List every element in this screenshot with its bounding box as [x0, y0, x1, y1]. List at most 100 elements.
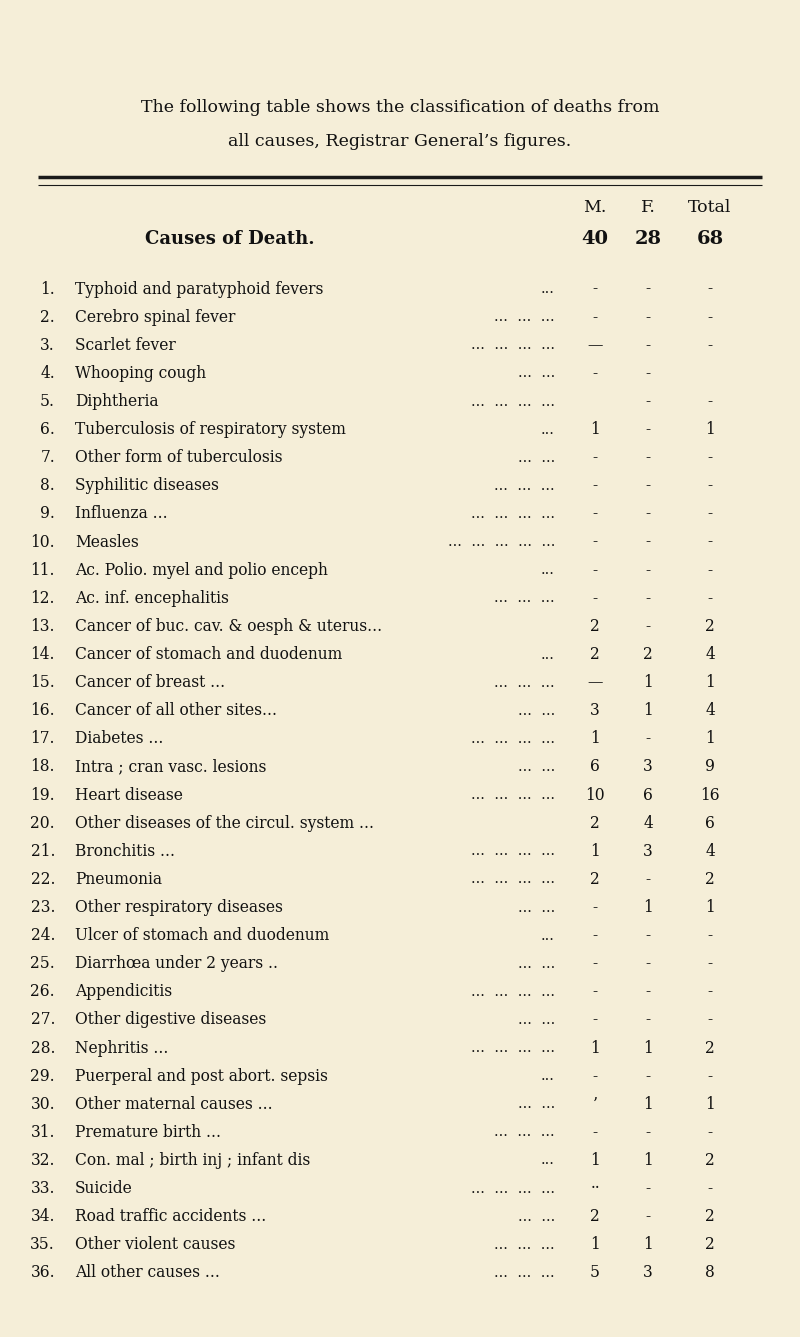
Text: Cancer of breast ...: Cancer of breast ... — [75, 674, 225, 691]
Text: ...  ...: ... ... — [518, 957, 555, 971]
Text: ’: ’ — [593, 1096, 598, 1112]
Text: 1: 1 — [705, 730, 715, 747]
Text: 2: 2 — [705, 1152, 715, 1169]
Text: ...: ... — [541, 422, 555, 437]
Text: ...  ...: ... ... — [518, 901, 555, 915]
Text: ...  ...  ...: ... ... ... — [494, 1126, 555, 1139]
Text: ...  ...: ... ... — [518, 1098, 555, 1111]
Text: Ac. inf. encephalitis: Ac. inf. encephalitis — [75, 590, 229, 607]
Text: -: - — [646, 1068, 650, 1084]
Text: 2: 2 — [643, 646, 653, 663]
Text: -: - — [593, 477, 598, 495]
Text: All other causes ...: All other causes ... — [75, 1265, 220, 1281]
Text: ··: ·· — [590, 1181, 600, 1197]
Text: ...  ...  ...: ... ... ... — [494, 591, 555, 606]
Text: 68: 68 — [697, 230, 723, 247]
Text: 28: 28 — [634, 230, 662, 247]
Text: -: - — [593, 983, 598, 1000]
Text: 3.: 3. — [40, 337, 55, 354]
Text: 10: 10 — [585, 786, 605, 804]
Text: 4: 4 — [705, 842, 715, 860]
Text: Other form of tuberculosis: Other form of tuberculosis — [75, 449, 282, 467]
Text: Heart disease: Heart disease — [75, 786, 183, 804]
Text: 3: 3 — [643, 758, 653, 775]
Text: ...  ...: ... ... — [518, 366, 555, 381]
Text: ...  ...: ... ... — [518, 451, 555, 465]
Text: -: - — [646, 393, 650, 410]
Text: 25.: 25. — [30, 955, 55, 972]
Text: -: - — [646, 309, 650, 326]
Text: 6: 6 — [705, 814, 715, 832]
Text: -: - — [593, 1068, 598, 1084]
Text: 26.: 26. — [30, 983, 55, 1000]
Text: 1: 1 — [590, 730, 600, 747]
Text: 2.: 2. — [40, 309, 55, 326]
Text: -: - — [646, 955, 650, 972]
Text: ...  ...  ...  ...: ... ... ... ... — [471, 1042, 555, 1055]
Text: 3: 3 — [590, 702, 600, 719]
Text: Nephritis ...: Nephritis ... — [75, 1040, 168, 1056]
Text: 1.: 1. — [40, 281, 55, 298]
Text: -: - — [593, 898, 598, 916]
Text: 34.: 34. — [30, 1209, 55, 1225]
Text: -: - — [646, 505, 650, 523]
Text: 2: 2 — [590, 618, 600, 635]
Text: -: - — [646, 618, 650, 635]
Text: 27.: 27. — [30, 1012, 55, 1028]
Text: Con. mal ; birth inj ; infant dis: Con. mal ; birth inj ; infant dis — [75, 1152, 310, 1169]
Text: 9: 9 — [705, 758, 715, 775]
Text: -: - — [646, 1124, 650, 1140]
Text: 16: 16 — [700, 786, 720, 804]
Text: 6: 6 — [643, 786, 653, 804]
Text: Other violent causes: Other violent causes — [75, 1237, 235, 1253]
Text: -: - — [593, 533, 598, 551]
Text: Intra ; cran vasc. lesions: Intra ; cran vasc. lesions — [75, 758, 266, 775]
Text: 4: 4 — [705, 646, 715, 663]
Text: Ac. Polio. myel and polio enceph: Ac. Polio. myel and polio enceph — [75, 562, 328, 579]
Text: 3: 3 — [643, 842, 653, 860]
Text: ...: ... — [541, 563, 555, 578]
Text: ...  ...  ...: ... ... ... — [494, 675, 555, 690]
Text: ...  ...: ... ... — [518, 1013, 555, 1027]
Text: —: — — [587, 674, 602, 691]
Text: 2: 2 — [590, 646, 600, 663]
Text: 6.: 6. — [40, 421, 55, 439]
Text: 13.: 13. — [30, 618, 55, 635]
Text: ...  ...  ...  ...: ... ... ... ... — [471, 872, 555, 886]
Text: -: - — [707, 1181, 713, 1197]
Text: 1: 1 — [590, 842, 600, 860]
Text: -: - — [707, 393, 713, 410]
Text: ...: ... — [541, 1070, 555, 1083]
Text: Total: Total — [688, 198, 732, 215]
Text: Ulcer of stomach and duodenum: Ulcer of stomach and duodenum — [75, 927, 330, 944]
Text: 5.: 5. — [40, 393, 55, 410]
Text: 2: 2 — [705, 1040, 715, 1056]
Text: -: - — [646, 590, 650, 607]
Text: 2: 2 — [590, 1209, 600, 1225]
Text: ...: ... — [541, 1154, 555, 1167]
Text: -: - — [707, 955, 713, 972]
Text: ...  ...  ...  ...: ... ... ... ... — [471, 787, 555, 802]
Text: Syphilitic diseases: Syphilitic diseases — [75, 477, 219, 495]
Text: 1: 1 — [705, 421, 715, 439]
Text: -: - — [593, 955, 598, 972]
Text: Bronchitis ...: Bronchitis ... — [75, 842, 175, 860]
Text: Causes of Death.: Causes of Death. — [145, 230, 315, 247]
Text: -: - — [707, 533, 713, 551]
Text: 2: 2 — [705, 1209, 715, 1225]
Text: -: - — [646, 1012, 650, 1028]
Text: -: - — [646, 477, 650, 495]
Text: 1: 1 — [643, 1040, 653, 1056]
Text: -: - — [646, 449, 650, 467]
Text: 1: 1 — [643, 1152, 653, 1169]
Text: -: - — [646, 1209, 650, 1225]
Text: 1: 1 — [643, 702, 653, 719]
Text: Appendicitis: Appendicitis — [75, 983, 172, 1000]
Text: 11.: 11. — [30, 562, 55, 579]
Text: -: - — [707, 927, 713, 944]
Text: 3: 3 — [643, 1265, 653, 1281]
Text: F.: F. — [641, 198, 655, 215]
Text: -: - — [593, 505, 598, 523]
Text: -: - — [593, 281, 598, 298]
Text: 14.: 14. — [30, 646, 55, 663]
